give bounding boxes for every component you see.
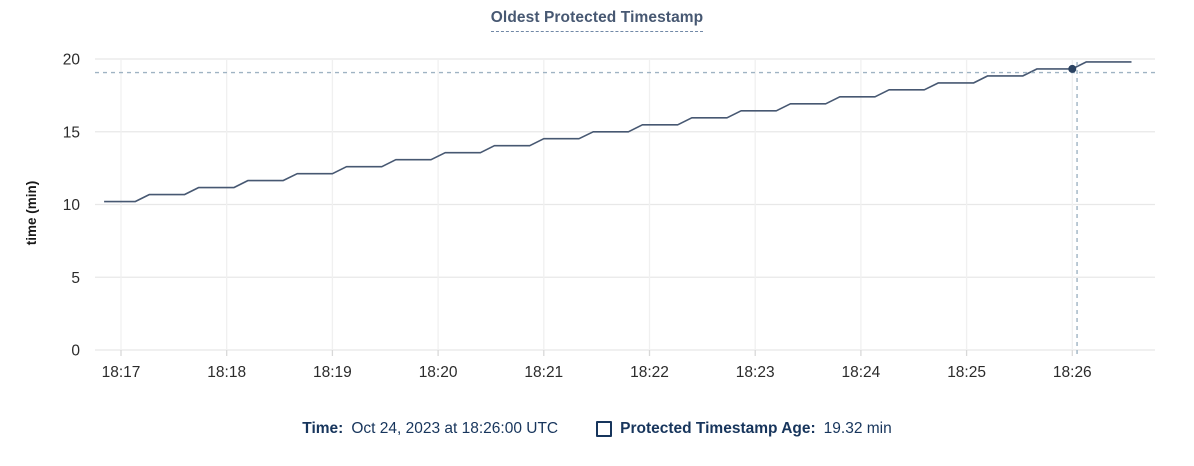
chart-plot-area[interactable]: 0 5 10 15 20 18:17 18:18 18:19 18:20 18:21 18:22 18… xyxy=(0,0,1194,400)
legend-item-protected-timestamp-age[interactable]: Protected Timestamp Age: 19.32 min xyxy=(596,420,892,438)
x-tick-label: 18:17 xyxy=(102,364,141,381)
x-tick-label: 18:21 xyxy=(524,364,563,381)
series-value: 19.32 min xyxy=(823,420,892,437)
chart-title[interactable]: Oldest Protected Timestamp xyxy=(490,9,704,32)
hover-time-value: Oct 24, 2023 at 18:26:00 UTC xyxy=(351,420,559,437)
series-line-protected-timestamp-age xyxy=(104,61,1132,203)
hover-legend: Time: Oct 24, 2023 at 18:26:00 UTC Prote… xyxy=(0,420,1194,438)
x-tick-label: 18:22 xyxy=(630,364,669,381)
x-tick-label: 18:26 xyxy=(1053,364,1092,381)
x-tick-label: 18:18 xyxy=(207,364,246,381)
legend-checkbox-icon[interactable] xyxy=(596,421,613,437)
x-tick-label: 18:19 xyxy=(313,364,352,381)
y-tick-label: 20 xyxy=(63,52,81,69)
hover-data-point xyxy=(1068,64,1077,73)
y-tick-label: 0 xyxy=(71,343,80,360)
series-name-label: Protected Timestamp Age: xyxy=(620,420,816,437)
hover-time-label: Time: xyxy=(302,420,344,437)
hover-time-group: Time: Oct 24, 2023 at 18:26:00 UTC xyxy=(302,420,558,438)
y-axis-title: time (min) xyxy=(24,180,39,246)
y-tick-label: 5 xyxy=(71,270,80,287)
y-tick-label: 15 xyxy=(63,124,80,141)
y-tick-label: 10 xyxy=(63,197,81,214)
x-tick-label: 18:20 xyxy=(419,364,458,381)
x-tick-label: 18:24 xyxy=(842,364,881,381)
chart-title-row: Oldest Protected Timestamp xyxy=(0,9,1194,32)
x-tick-label: 18:25 xyxy=(947,364,986,381)
x-tick-label: 18:23 xyxy=(736,364,775,381)
